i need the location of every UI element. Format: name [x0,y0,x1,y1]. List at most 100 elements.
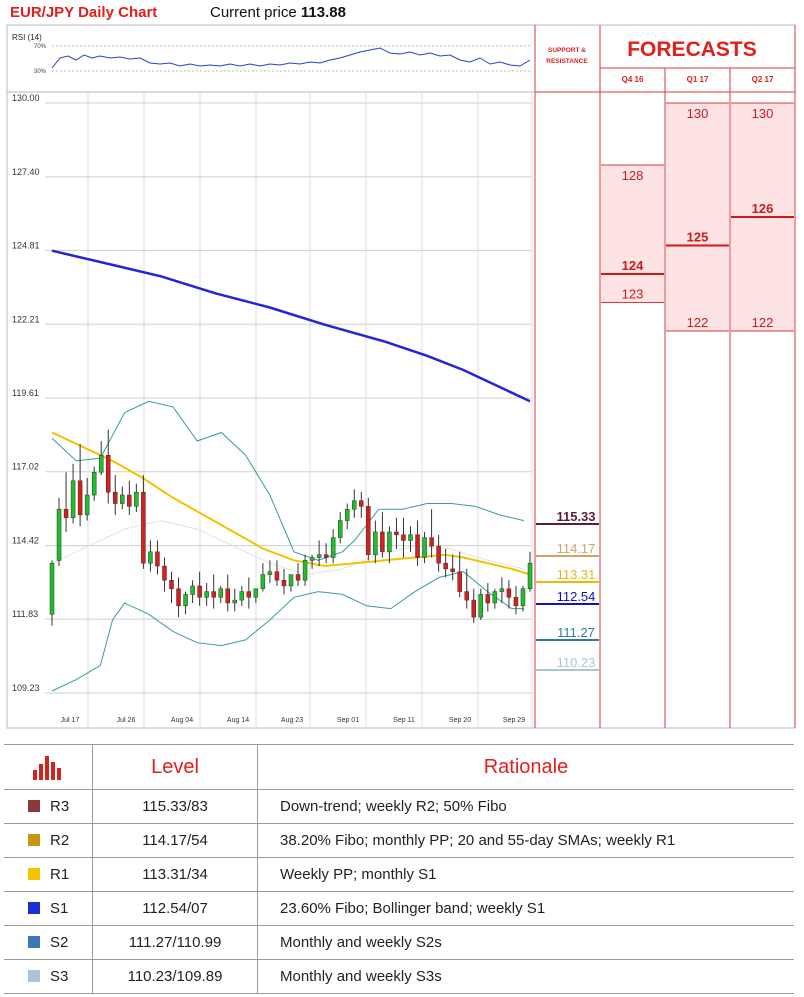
support-resistance-levels: 115.33 114.17 113.31 112.54 111.27 110.23 [536,509,599,671]
candle-body [485,594,491,604]
candle [513,585,519,615]
candle-body [176,588,181,607]
candle [506,580,512,609]
sr-level-label: 111.27 [557,625,595,640]
candle-body [56,508,62,561]
candle [49,560,55,626]
bar-chart-icon [33,756,61,780]
forecast-low-label: 122 [687,315,709,330]
candle [176,577,181,618]
candle [471,588,477,623]
candle [169,571,174,603]
candle-body [253,588,259,598]
candle-body [211,591,216,598]
forecast-low-label: 122 [752,315,774,330]
candle [359,492,364,518]
forecasts-title: FORECASTS [627,38,757,61]
candle-body [127,494,132,507]
candle-body [471,599,477,618]
forecast-columns: Q4 16 128 124 123 Q1 17 130 125 122 Q2 17 130 126 1… [601,75,794,332]
y-tick-label: 114.42 [12,536,39,546]
candle [450,554,455,581]
bollinger-bands [51,400,525,692]
table-row: S1 112.54/07 23.60% Fibo; Bollinger band; … [4,891,794,926]
level-rationale: Monthly and weekly S3s [257,959,794,994]
candle [464,568,469,609]
bollinger-middle-line [51,520,525,576]
candle [373,520,378,564]
level-code: R1 [4,857,93,892]
candle [77,443,83,527]
candle-body [218,588,223,598]
level-rationale: Monthly and weekly S2s [257,925,794,960]
candle-body [105,454,111,493]
table-header-icon [4,744,93,790]
forecast-high-label: 128 [622,168,644,183]
candle-body [63,508,69,518]
level-value: 113.31/34 [92,857,258,892]
candle [127,480,132,515]
y-tick-label: 109.23 [12,683,40,693]
candle-body [141,491,146,564]
y-tick-label: 117.02 [12,462,39,472]
candle-body [295,574,301,581]
candle-body [169,579,174,589]
table-row: R2 114.17/54 38.20% Fibo; monthly PP; 20 a… [4,823,794,858]
table-header-level: Level [92,744,258,790]
candle-body [281,579,287,587]
candle-body [183,594,188,607]
candle [98,441,104,476]
candle-body [401,534,406,541]
candle-body [246,591,252,598]
candle-body [506,588,512,598]
sr-level-label: 114.17 [557,541,596,556]
candle-body [394,531,399,536]
level-color-swatch [28,800,40,812]
candle [91,466,97,501]
level-code: S3 [4,959,93,994]
sr-header-line1: SUPPORT & [548,47,586,54]
x-tick-label: Aug 04 [171,717,193,724]
candle [309,554,315,569]
candle-body [148,551,153,564]
candle [260,563,266,592]
candle [63,472,69,532]
level-rationale: Down-trend; weekly R2; 50% Fibo [257,789,794,824]
level-code: S2 [4,925,93,960]
candle [323,543,329,564]
level-code: S1 [4,891,93,926]
forecast-column-label: Q4 16 [622,75,644,84]
candle [415,520,420,567]
forecast-main-label: 125 [687,230,709,245]
bollinger-upper-line [51,400,525,561]
candle-body [323,554,329,558]
y-tick-label: 119.61 [12,388,39,398]
candle [204,583,209,606]
candle [225,574,230,612]
candle-body [429,537,434,547]
level-value: 115.33/83 [92,789,258,824]
candle [295,563,301,586]
candle [344,503,350,530]
candle-body [232,599,238,604]
candle [239,585,245,606]
candle [366,497,371,561]
rsi-line [51,47,531,69]
candle-body [520,588,526,607]
x-tick-label: Sep 01 [337,717,359,724]
candle [527,551,533,592]
rsi-tick-30: 30% [34,69,47,75]
forecast-column-label: Q2 17 [752,75,774,84]
candle [316,540,322,567]
candle-body [450,568,455,572]
candle-body [288,574,294,587]
candle [408,526,413,552]
table-row: R1 113.31/34 Weekly PP; monthly S1 [4,857,794,892]
sr-level-label: 115.33 [556,509,595,524]
table-row: R3 115.33/83 Down-trend; weekly R2; 50% Fi… [4,789,794,824]
candle-body [366,506,371,555]
candle [422,531,427,564]
y-tick-label: 127.40 [12,167,40,177]
rsi-tick-70: 70% [34,44,47,50]
level-color-swatch [28,868,40,880]
